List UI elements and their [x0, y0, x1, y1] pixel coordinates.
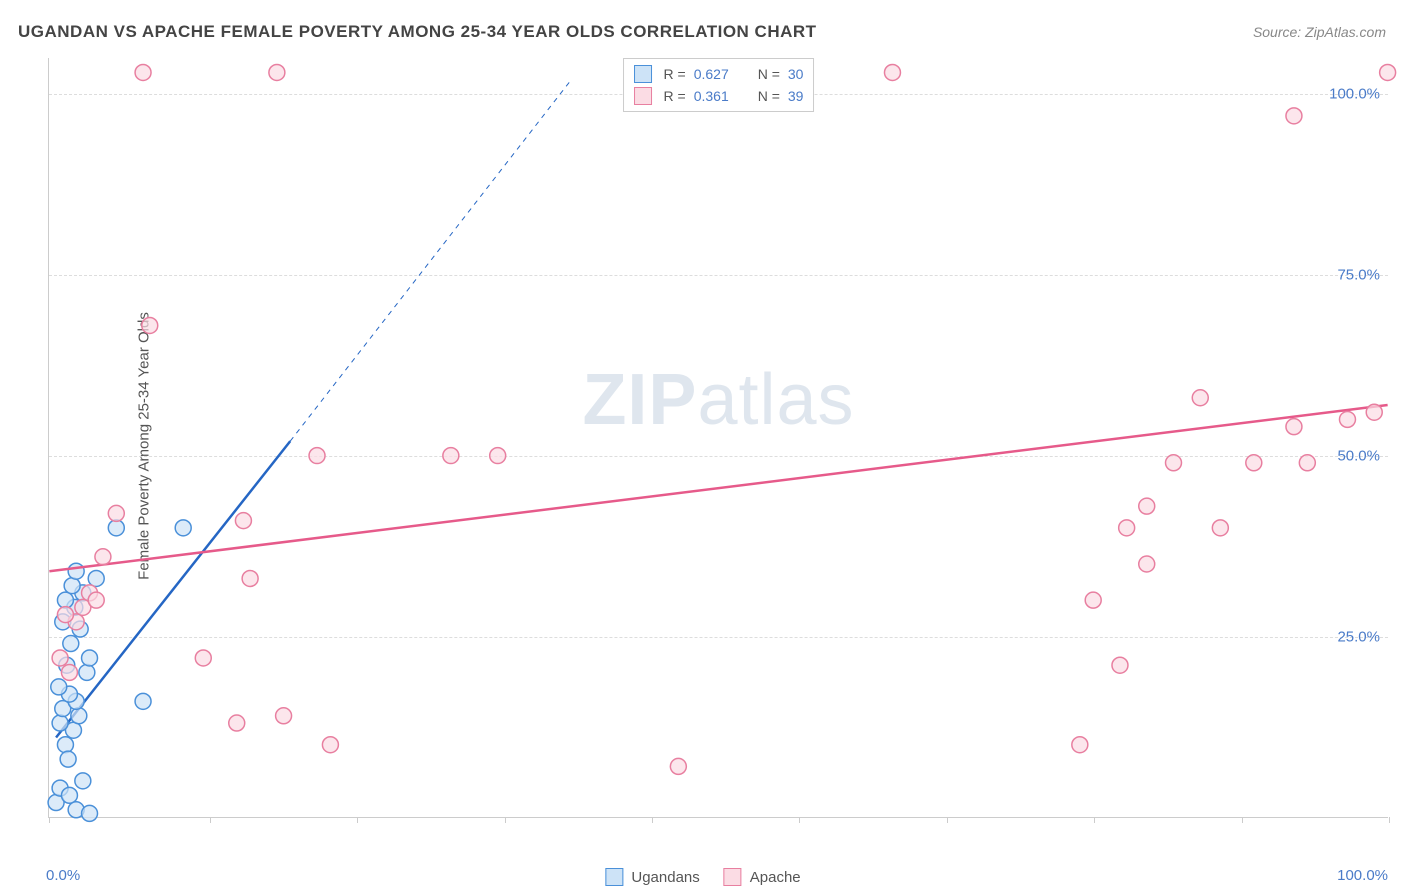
trend-line-apache — [49, 405, 1387, 571]
x-tick — [49, 817, 50, 823]
data-point — [52, 650, 68, 666]
x-tick — [1389, 817, 1390, 823]
source-attribution: Source: ZipAtlas.com — [1253, 24, 1386, 40]
x-tick-label-min: 0.0% — [46, 867, 80, 884]
data-point — [63, 636, 79, 652]
data-point — [75, 773, 91, 789]
data-point — [269, 64, 285, 80]
data-point — [108, 505, 124, 521]
data-point — [1139, 498, 1155, 514]
data-point — [51, 679, 67, 695]
x-tick — [1242, 817, 1243, 823]
x-tick — [357, 817, 358, 823]
x-tick-label-max: 100.0% — [1337, 867, 1388, 884]
n-label: N = — [758, 66, 780, 82]
legend-label-ugandans: Ugandans — [631, 869, 699, 886]
x-tick — [210, 817, 211, 823]
data-point — [61, 664, 77, 680]
data-point — [276, 708, 292, 724]
data-point — [195, 650, 211, 666]
trend-line-dash-ugandans — [290, 80, 571, 441]
x-tick — [652, 817, 653, 823]
data-point — [175, 520, 191, 536]
data-point — [88, 570, 104, 586]
data-point — [443, 448, 459, 464]
x-tick — [505, 817, 506, 823]
r-value-ugandans: 0.627 — [694, 66, 740, 82]
data-point — [135, 64, 151, 80]
data-point — [1299, 455, 1315, 471]
legend-label-apache: Apache — [750, 869, 801, 886]
data-point — [490, 448, 506, 464]
chart-plot-area: ZIPatlas R = 0.627 N = 30 R = 0.361 N = … — [48, 58, 1388, 818]
data-point — [61, 787, 77, 803]
n-label: N = — [758, 88, 780, 104]
data-point — [1166, 455, 1182, 471]
data-point — [1286, 419, 1302, 435]
legend-row-apache: R = 0.361 N = 39 — [634, 85, 804, 107]
data-point — [242, 570, 258, 586]
legend-item-ugandans: Ugandans — [605, 868, 699, 886]
x-tick — [947, 817, 948, 823]
data-point — [1366, 404, 1382, 420]
r-label: R = — [664, 88, 686, 104]
data-point — [60, 751, 76, 767]
x-tick — [799, 817, 800, 823]
data-point — [229, 715, 245, 731]
legend-item-apache: Apache — [724, 868, 801, 886]
data-point — [322, 737, 338, 753]
data-point — [57, 592, 73, 608]
data-point — [82, 805, 98, 821]
data-point — [71, 708, 87, 724]
r-value-apache: 0.361 — [694, 88, 740, 104]
legend-swatch-apache — [724, 868, 742, 886]
data-point — [1380, 64, 1396, 80]
legend-row-ugandans: R = 0.627 N = 30 — [634, 63, 804, 85]
series-legend: Ugandans Apache — [605, 868, 800, 886]
data-point — [142, 317, 158, 333]
r-label: R = — [664, 66, 686, 82]
data-point — [1112, 657, 1128, 673]
data-point — [57, 737, 73, 753]
data-point — [1212, 520, 1228, 536]
data-point — [1339, 411, 1355, 427]
data-point — [52, 715, 68, 731]
data-point — [135, 693, 151, 709]
correlation-legend: R = 0.627 N = 30 R = 0.361 N = 39 — [623, 58, 815, 112]
data-point — [68, 563, 84, 579]
data-point — [57, 607, 73, 623]
data-point — [884, 64, 900, 80]
data-point — [82, 650, 98, 666]
data-point — [79, 664, 95, 680]
data-point — [1139, 556, 1155, 572]
data-point — [1119, 520, 1135, 536]
chart-title: UGANDAN VS APACHE FEMALE POVERTY AMONG 2… — [18, 22, 817, 42]
data-point — [108, 520, 124, 536]
n-value-apache: 39 — [788, 88, 804, 104]
legend-swatch-apache — [634, 87, 652, 105]
scatter-svg — [49, 58, 1388, 817]
legend-swatch-ugandans — [605, 868, 623, 886]
data-point — [309, 448, 325, 464]
data-point — [670, 758, 686, 774]
data-point — [1072, 737, 1088, 753]
data-point — [88, 592, 104, 608]
data-point — [235, 513, 251, 529]
x-tick — [1094, 817, 1095, 823]
data-point — [1192, 390, 1208, 406]
n-value-ugandans: 30 — [788, 66, 804, 82]
data-point — [95, 549, 111, 565]
data-point — [1286, 108, 1302, 124]
data-point — [64, 578, 80, 594]
data-point — [1246, 455, 1262, 471]
data-point — [1085, 592, 1101, 608]
legend-swatch-ugandans — [634, 65, 652, 83]
